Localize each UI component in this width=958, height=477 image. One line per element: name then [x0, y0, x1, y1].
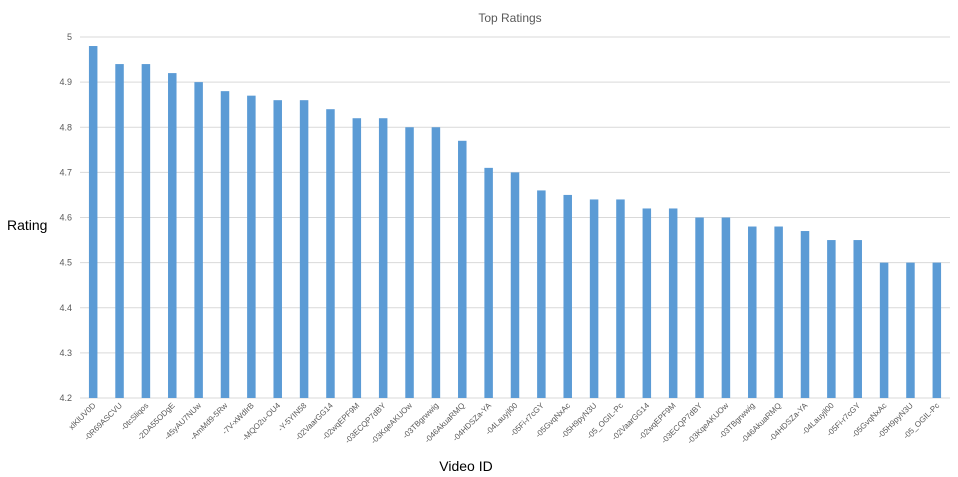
bar [247, 95, 256, 398]
y-axis-ticks: 4.2 4.3 4.4 4.5 4.6 4.7 4.8 4.9 5 [59, 32, 72, 403]
bar [563, 194, 572, 398]
bar [458, 140, 467, 398]
bar [194, 82, 203, 398]
bar [220, 91, 230, 399]
bar [484, 167, 493, 398]
y-tick-label: 4.4 [59, 303, 72, 313]
x-axis-title: Video ID [439, 458, 492, 474]
bar [299, 100, 309, 399]
x-axis-ticks: xlKlUV0D-0R69ASCVU-0tcSliqos-2DA55ODgE-4… [67, 401, 941, 446]
bar [932, 262, 942, 398]
y-tick-label: 4.7 [59, 167, 72, 177]
bar [405, 127, 414, 398]
y-tick-label: 4.5 [59, 258, 72, 268]
bar [115, 64, 124, 398]
bar [642, 208, 652, 398]
bar [431, 127, 441, 398]
bar [510, 172, 520, 398]
bar [589, 199, 599, 398]
bar [141, 64, 151, 398]
y-tick-label: 4.8 [59, 122, 72, 132]
bar [774, 226, 783, 398]
bar [800, 231, 810, 398]
bar [168, 73, 177, 398]
bar [537, 190, 546, 398]
bar [695, 217, 704, 398]
bar [352, 118, 362, 398]
y-tick-label: 4.3 [59, 348, 72, 358]
y-tick-label: 5 [67, 32, 72, 42]
y-tick-label: 4.2 [59, 393, 72, 403]
bar [273, 100, 282, 399]
bar [326, 109, 335, 398]
bar [906, 262, 915, 398]
y-tick-label: 4.9 [59, 77, 72, 87]
chart-title: Top Ratings [478, 11, 541, 25]
bar [88, 46, 98, 399]
bar [853, 240, 862, 398]
bar [879, 262, 889, 398]
bar [721, 217, 731, 398]
bars [88, 46, 942, 399]
bar [748, 226, 757, 398]
y-axis-title: Rating [7, 217, 47, 233]
y-tick-label: 4.6 [59, 213, 72, 223]
bar [668, 208, 678, 398]
bar [827, 240, 836, 398]
bar [616, 199, 625, 398]
bar [378, 118, 388, 398]
